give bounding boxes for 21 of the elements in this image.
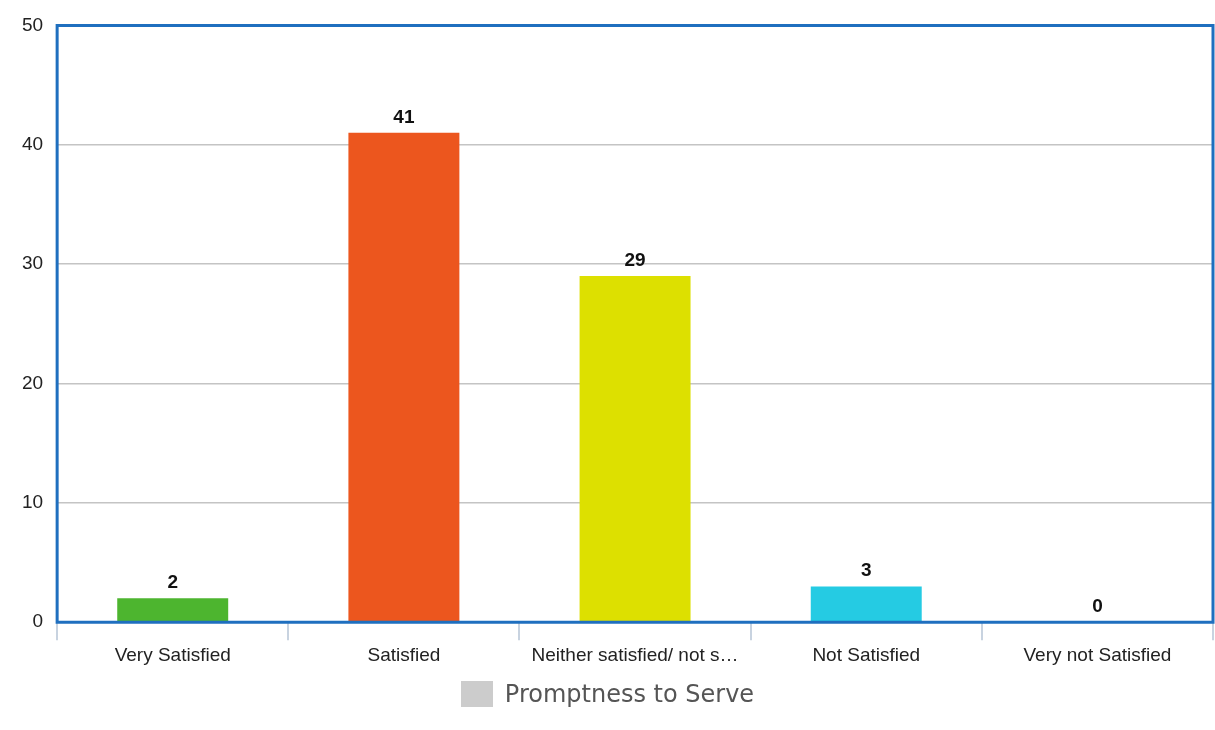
y-tick-label: 30	[21, 252, 44, 274]
data-label: 3	[860, 559, 872, 581]
y-tick-label: 10	[21, 491, 44, 513]
text: Promptness to Serve	[504, 680, 755, 708]
bar	[810, 586, 922, 622]
bar	[579, 276, 691, 622]
y-tick-label: 0	[32, 610, 44, 632]
x-tick-label: Neither satisfied/ not s…	[531, 643, 739, 665]
data-label: 0	[1092, 594, 1103, 616]
data-label: 29	[624, 248, 646, 270]
x-tick-label: Satisfied	[367, 643, 441, 665]
bar	[117, 598, 229, 622]
bar	[348, 132, 460, 622]
x-tick-label: Very Satisfied	[114, 643, 231, 665]
x-tick-label: Not Satisfied	[812, 643, 921, 665]
y-tick-label: 20	[21, 371, 44, 393]
data-label: 41	[393, 105, 415, 127]
y-tick-label: 40	[21, 132, 44, 154]
x-tick-label: Very not Satisfied	[1023, 643, 1172, 665]
data-label: 2	[167, 571, 179, 593]
y-tick-label: 50	[21, 13, 44, 35]
